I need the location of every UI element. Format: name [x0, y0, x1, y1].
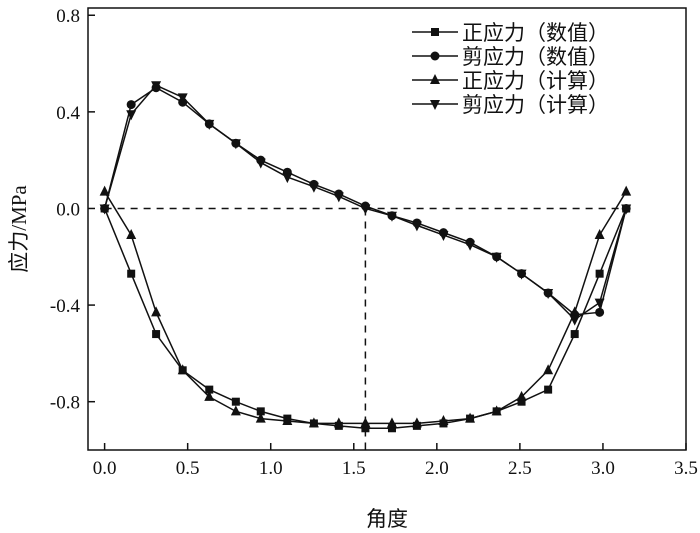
series-triangle-up — [99, 185, 632, 428]
plot-frame — [87, 7, 687, 451]
legend-marker — [431, 28, 439, 36]
data-point — [308, 417, 319, 428]
data-point — [230, 405, 241, 416]
data-point — [411, 221, 422, 232]
data-point — [333, 192, 344, 203]
data-point — [151, 81, 162, 92]
y-tick-label: 0.4 — [56, 103, 80, 124]
data-point — [126, 110, 137, 121]
data-point — [256, 407, 265, 416]
data-point — [204, 119, 215, 130]
data-point — [595, 307, 605, 317]
x-tick-label: 3.5 — [674, 458, 698, 479]
data-point — [282, 415, 293, 426]
data-point — [360, 204, 371, 215]
data-point — [386, 211, 397, 222]
data-point — [411, 417, 422, 428]
series-circle — [100, 83, 631, 320]
series-triangle-down — [99, 81, 632, 326]
legend-item: 正应力（计算） — [412, 69, 609, 93]
x-tick-label: 2.5 — [508, 458, 532, 479]
data-point — [151, 306, 162, 317]
data-point — [282, 173, 293, 184]
x-tick-label: 3.0 — [591, 458, 615, 479]
data-point — [205, 385, 214, 394]
legend-marker — [430, 51, 440, 61]
data-point — [360, 417, 371, 428]
data-point — [491, 252, 502, 263]
data-point — [570, 330, 579, 339]
x-tick-label: 1.0 — [259, 458, 283, 479]
legend: 正应力（数值）剪应力（数值）正应力（计算）剪应力（计算） — [412, 21, 609, 117]
data-point — [438, 415, 449, 426]
data-point — [99, 185, 110, 196]
data-point — [594, 298, 605, 309]
data-point — [517, 397, 526, 406]
data-point — [230, 139, 241, 150]
data-point — [177, 364, 188, 375]
data-point — [177, 93, 188, 104]
legend-item: 正应力（数值） — [412, 21, 609, 45]
x-tick-label: 2.0 — [425, 458, 449, 479]
data-point — [438, 231, 449, 242]
data-point — [569, 315, 580, 326]
legend-marker — [430, 100, 440, 110]
data-point — [621, 204, 632, 215]
data-point — [569, 306, 580, 317]
data-point — [465, 240, 476, 251]
data-point — [544, 385, 553, 394]
data-point — [255, 158, 266, 169]
legend-marker — [430, 74, 440, 84]
data-point — [595, 269, 604, 278]
plot-marks — [99, 81, 632, 450]
data-point — [231, 397, 240, 406]
data-point — [387, 424, 396, 433]
x-tick-label: 1.5 — [342, 458, 366, 479]
data-point — [491, 405, 502, 416]
y-tick-label: 0.8 — [56, 6, 80, 27]
data-point — [516, 269, 527, 280]
y-tick-label: 0.0 — [56, 199, 80, 220]
legend-label: 正应力（数值） — [462, 21, 609, 45]
data-point — [126, 100, 136, 110]
series-line — [103, 86, 627, 316]
data-point — [465, 412, 476, 423]
legend-item: 剪应力（数值） — [412, 45, 609, 69]
data-point — [127, 269, 136, 278]
legend-item: 剪应力（计算） — [412, 93, 609, 117]
legend-label: 正应力（计算） — [462, 69, 609, 93]
data-point — [594, 229, 605, 240]
data-point — [333, 417, 344, 428]
data-point — [308, 182, 319, 193]
y-tick-label: -0.4 — [50, 296, 81, 317]
data-point — [204, 390, 215, 401]
x-tick-label: 0.5 — [176, 458, 200, 479]
x-axis-label: 角度 — [366, 507, 408, 531]
legend-label: 剪应力（计算） — [462, 93, 609, 117]
data-point — [543, 364, 554, 375]
x-tick-label: 0.0 — [93, 458, 117, 479]
data-point — [516, 390, 527, 401]
data-point — [255, 412, 266, 423]
data-point — [543, 289, 554, 300]
data-point — [621, 185, 632, 196]
legend-label: 剪应力（数值） — [462, 45, 609, 69]
data-point — [126, 229, 137, 240]
data-point — [361, 424, 370, 433]
data-point — [99, 204, 110, 215]
y-axis-label: 应力/MPa — [7, 185, 31, 273]
data-point — [386, 417, 397, 428]
data-point — [152, 330, 161, 339]
axes: 0.0 0.5 1.0 1.5 2.0 2.5 3.0 3.5 0.8 0.4 0.0 -0.4 -0.… — [50, 6, 698, 479]
y-tick-label: -0.8 — [50, 393, 80, 414]
